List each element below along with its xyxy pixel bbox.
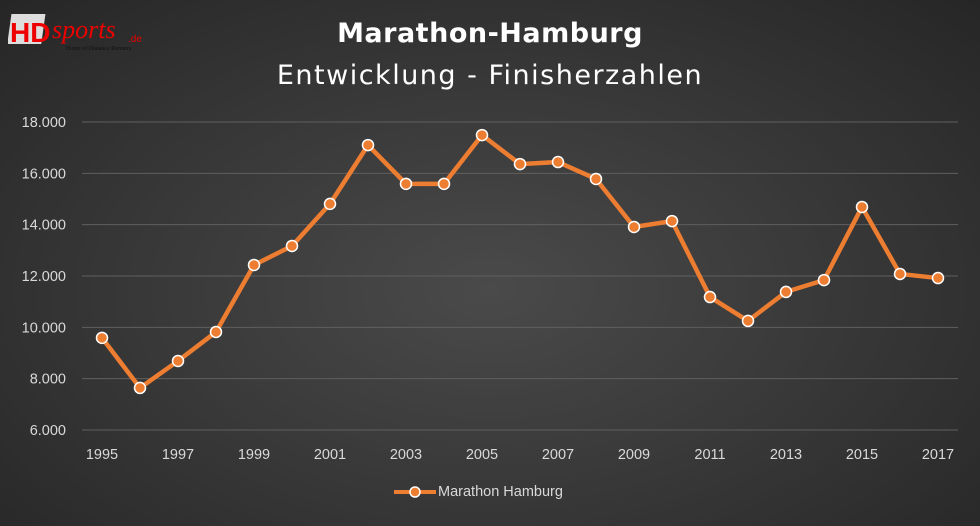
data-point (703, 290, 717, 304)
data-point (95, 331, 109, 345)
svg-text:Home of Distance Runners: Home of Distance Runners (66, 45, 132, 52)
data-point (513, 157, 527, 171)
x-tick-label: 1999 (238, 447, 270, 463)
chart-title: Marathon-Hamburg (337, 18, 643, 49)
data-point (551, 155, 565, 169)
data-point (855, 200, 869, 214)
x-tick-label: 2011 (694, 447, 725, 463)
y-tick-label: 10.000 (22, 320, 66, 336)
legend: Marathon Hamburg (392, 484, 563, 500)
data-point (399, 177, 413, 191)
y-tick-label: 16.000 (22, 166, 66, 182)
data-point (361, 138, 375, 152)
data-point (779, 285, 793, 299)
svg-text:.de: .de (128, 34, 142, 45)
data-point (817, 273, 831, 287)
svg-text:sports: sports (52, 15, 116, 44)
y-tick-label: 6.000 (30, 423, 66, 439)
x-tick-label: 2009 (618, 447, 650, 463)
data-point (133, 381, 147, 395)
x-tick-label: 2017 (922, 447, 954, 463)
y-tick-label: 12.000 (22, 269, 66, 285)
data-point (247, 258, 261, 272)
data-point (285, 239, 299, 253)
legend-marker (394, 486, 436, 498)
x-tick-label: 2001 (314, 447, 346, 463)
svg-text:HD: HD (10, 17, 50, 48)
data-point (171, 354, 185, 368)
data-point (475, 128, 489, 142)
data-point (665, 214, 679, 228)
data-point (741, 314, 755, 328)
data-point (627, 220, 641, 234)
x-tick-label: 2005 (466, 447, 498, 463)
y-tick-label: 18.000 (22, 115, 66, 131)
legend-label: Marathon Hamburg (438, 484, 563, 500)
chart-subtitle: Entwicklung - Finisherzahlen (276, 60, 704, 91)
y-tick-label: 8.000 (30, 372, 66, 388)
x-tick-label: 2007 (542, 447, 574, 463)
x-tick-label: 2015 (846, 447, 878, 463)
data-point (893, 267, 907, 281)
data-point (931, 271, 945, 285)
data-point (323, 197, 337, 211)
data-point (209, 325, 223, 339)
y-tick-label: 14.000 (22, 218, 66, 234)
x-tick-label: 1995 (86, 447, 118, 463)
x-tick-label: 2013 (770, 447, 802, 463)
data-point (589, 172, 603, 186)
x-tick-label: 1997 (162, 447, 194, 463)
data-point (437, 177, 451, 191)
x-tick-label: 2003 (390, 447, 422, 463)
hdsports-logo: HD sports .de Home of Distance Runners (8, 14, 142, 52)
